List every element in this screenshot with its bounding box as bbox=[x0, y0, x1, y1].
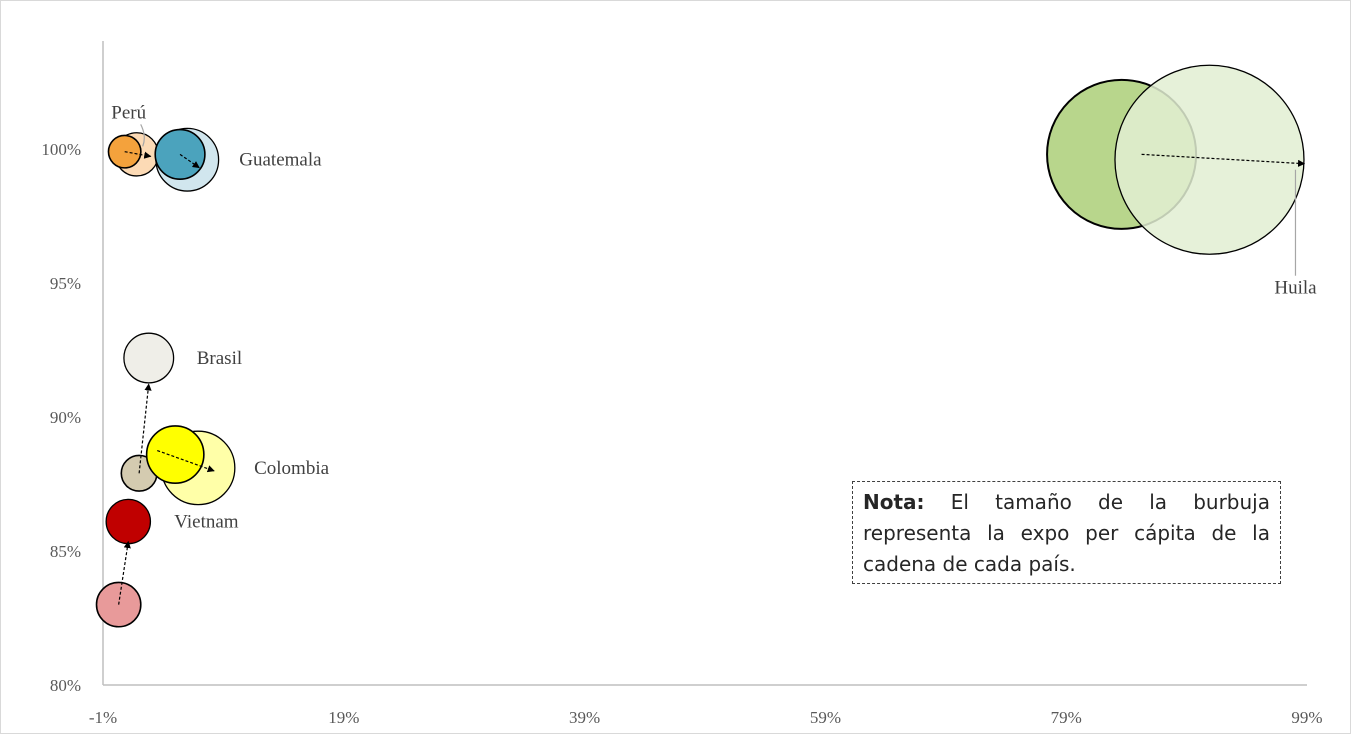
arrow-huila bbox=[1141, 153, 1306, 167]
arrow-per bbox=[124, 151, 152, 159]
y-tick-label: 90% bbox=[50, 408, 81, 427]
x-tick-label: 39% bbox=[569, 708, 600, 727]
y-tick-label: 100% bbox=[41, 140, 81, 159]
x-tick-label: 59% bbox=[810, 708, 841, 727]
bubbles bbox=[95, 64, 1305, 628]
y-tick-label: 95% bbox=[50, 274, 81, 293]
x-tick-label: 99% bbox=[1291, 708, 1322, 727]
bubble-vietnam-start bbox=[95, 581, 142, 628]
peru-leader-line bbox=[140, 124, 145, 147]
label-huila: Huila bbox=[1274, 278, 1317, 299]
arrows bbox=[118, 151, 1306, 605]
bubble-colombia-start bbox=[145, 425, 205, 484]
arrow-vietnam bbox=[118, 540, 131, 605]
bubble-brasil-end bbox=[123, 332, 175, 384]
note-text: El tamaño de la burbuja representa la ex… bbox=[863, 490, 1270, 576]
x-tick-label: 79% bbox=[1051, 708, 1082, 727]
note-box: Nota: El tamaño de la burbuja representa… bbox=[852, 481, 1281, 584]
label-brasil: Brasil bbox=[197, 348, 242, 369]
note-bold: Nota: bbox=[863, 490, 925, 514]
x-tick-label: -1% bbox=[89, 708, 117, 727]
y-tick-label: 80% bbox=[50, 676, 81, 695]
y-tick-label: 85% bbox=[50, 542, 81, 561]
labels: Perú Guatemala Brasil Colombia Vietnam Huila bbox=[111, 102, 1317, 532]
label-per: Perú bbox=[111, 102, 146, 123]
x-tick-label: 19% bbox=[328, 708, 359, 727]
axes: -1% 19% 39% 59% 79% 99% 80% 85% 90% 95% 100% bbox=[41, 41, 1323, 727]
label-guatemala: Guatemala bbox=[239, 150, 322, 171]
arrow-guatemala bbox=[179, 153, 200, 169]
bubble-vietnam-end bbox=[105, 498, 152, 545]
bubble-huila-end bbox=[1114, 64, 1305, 255]
arrow-colombia bbox=[157, 449, 215, 473]
label-vietnam: Vietnam bbox=[174, 512, 239, 533]
label-colombia: Colombia bbox=[254, 458, 330, 479]
